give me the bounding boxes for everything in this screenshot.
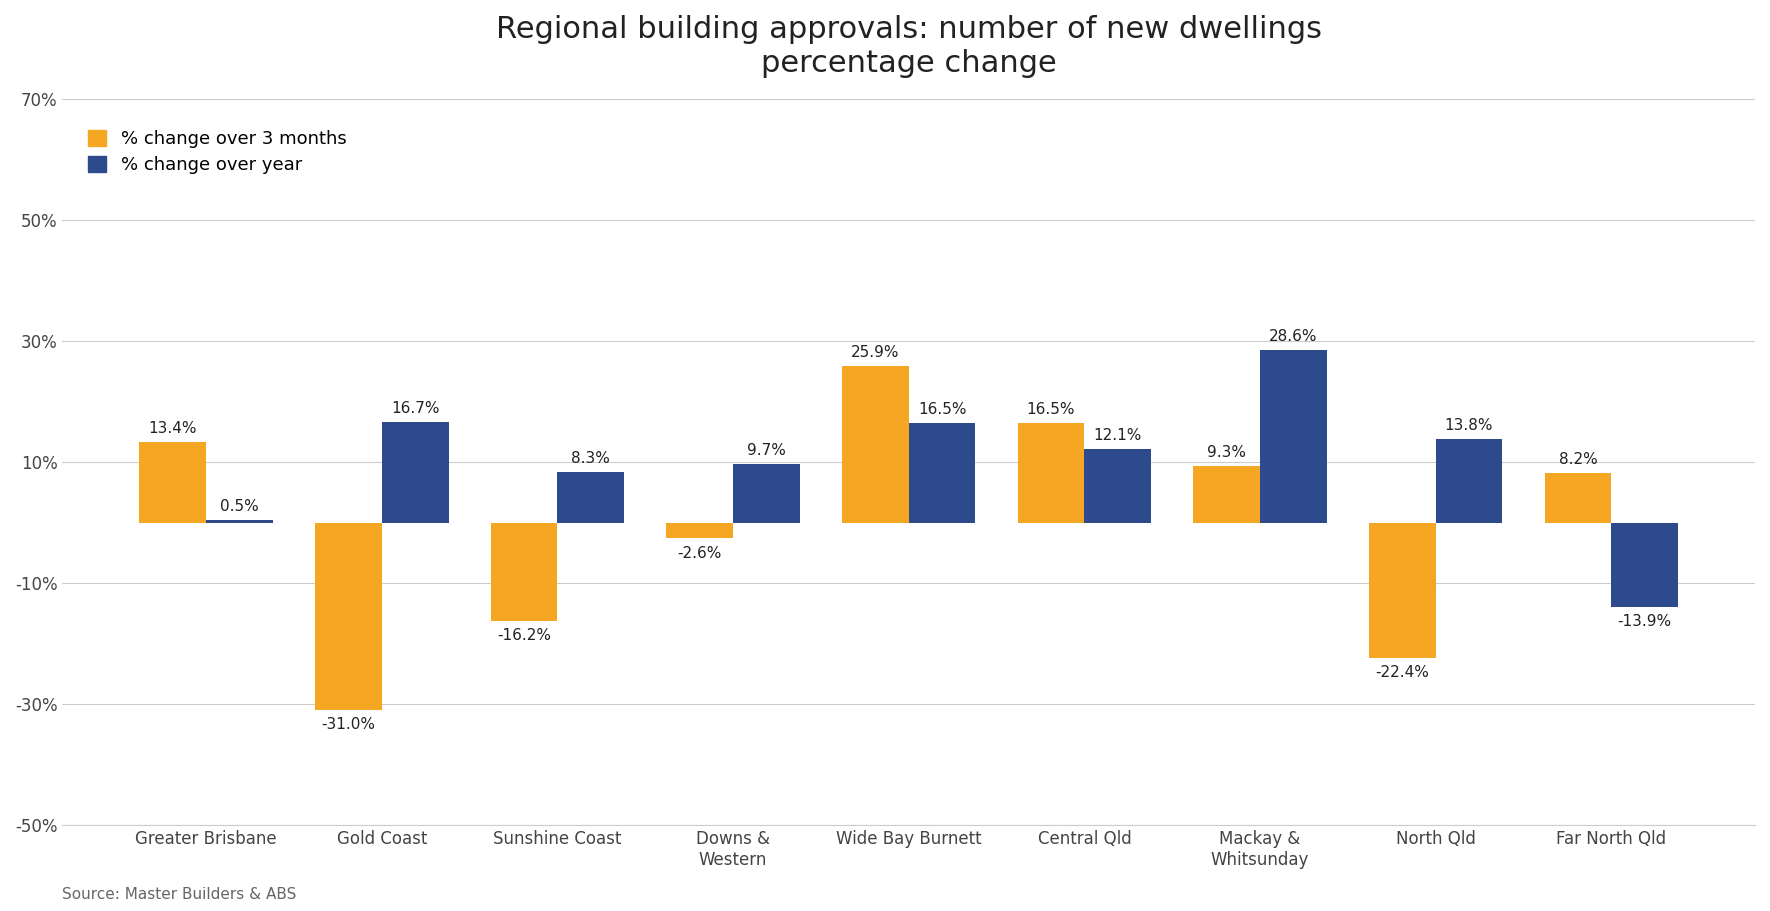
Text: -16.2%: -16.2% xyxy=(497,628,550,643)
Title: Regional building approvals: number of new dwellings
percentage change: Regional building approvals: number of n… xyxy=(496,15,1322,77)
Bar xyxy=(1435,439,1503,523)
Bar xyxy=(1545,473,1611,523)
Bar xyxy=(908,423,975,523)
Bar xyxy=(1193,466,1260,523)
Bar xyxy=(1368,523,1435,658)
Text: -2.6%: -2.6% xyxy=(678,546,722,560)
Bar xyxy=(843,366,908,523)
Text: 16.5%: 16.5% xyxy=(1027,402,1074,417)
Text: 9.3%: 9.3% xyxy=(1207,445,1246,460)
Text: 9.7%: 9.7% xyxy=(747,443,786,458)
Bar xyxy=(1611,523,1678,607)
Bar xyxy=(382,422,448,523)
Text: 25.9%: 25.9% xyxy=(851,345,899,360)
Text: -31.0%: -31.0% xyxy=(322,717,375,732)
Legend: % change over 3 months, % change over year: % change over 3 months, % change over ye… xyxy=(88,130,347,174)
Text: 16.5%: 16.5% xyxy=(919,402,966,417)
Bar xyxy=(315,523,382,710)
Text: 12.1%: 12.1% xyxy=(1094,428,1142,444)
Text: 16.7%: 16.7% xyxy=(391,401,439,415)
Bar xyxy=(1085,449,1150,523)
Bar xyxy=(558,473,625,523)
Text: -13.9%: -13.9% xyxy=(1618,614,1671,629)
Text: -22.4%: -22.4% xyxy=(1375,665,1428,681)
Text: 0.5%: 0.5% xyxy=(219,498,258,514)
Bar xyxy=(140,442,205,523)
Bar xyxy=(490,523,558,620)
Text: Source: Master Builders & ABS: Source: Master Builders & ABS xyxy=(62,887,296,902)
Bar xyxy=(1260,350,1328,523)
Bar xyxy=(1018,423,1085,523)
Bar xyxy=(205,519,273,523)
Bar xyxy=(666,523,733,538)
Text: 28.6%: 28.6% xyxy=(1269,329,1317,343)
Bar xyxy=(733,464,800,523)
Text: 8.3%: 8.3% xyxy=(572,452,611,466)
Text: 8.2%: 8.2% xyxy=(1559,452,1597,467)
Text: 13.8%: 13.8% xyxy=(1444,418,1494,433)
Text: 13.4%: 13.4% xyxy=(149,421,196,435)
